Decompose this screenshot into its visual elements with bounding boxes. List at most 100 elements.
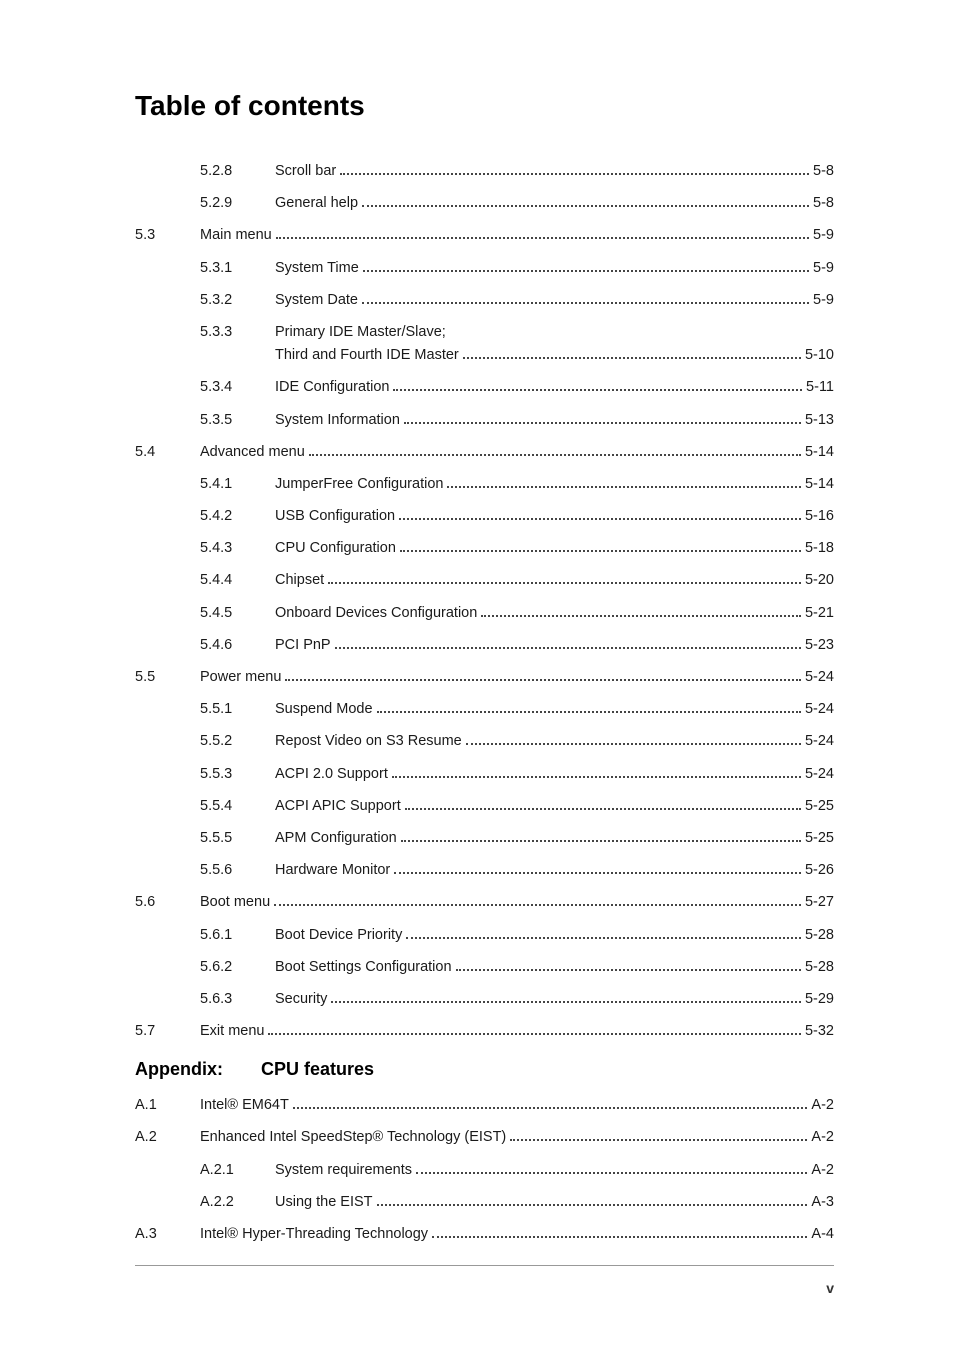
toc-entry-text: Advanced menu — [200, 441, 305, 464]
toc-leader-dots — [377, 711, 801, 713]
toc-entry: 5.5.1Suspend Mode5-24 — [135, 698, 834, 721]
toc-subsection-number: 5.2.8 — [200, 160, 275, 183]
toc-entry: 5.4.2USB Configuration5-16 — [135, 505, 834, 528]
toc-entry: 5.4.4Chipset5-20 — [135, 569, 834, 592]
toc-appendix-section: A.1Intel® EM64TA-2 A.2Enhanced Intel Spee… — [135, 1094, 834, 1246]
toc-leader-dots — [328, 582, 801, 584]
toc-leader-dots — [362, 205, 809, 207]
appendix-title-text: CPU features — [261, 1059, 374, 1079]
toc-leader-dots — [340, 173, 809, 175]
toc-entry: 5.6.2Boot Settings Configuration5-28 — [135, 956, 834, 979]
toc-subsection-number: 5.4.6 — [200, 634, 275, 657]
toc-entry: 5.5.3ACPI 2.0 Support5-24 — [135, 763, 834, 786]
toc-entry: 5.5.2Repost Video on S3 Resume5-24 — [135, 730, 834, 753]
toc-leader-dots — [463, 357, 801, 359]
toc-entry: 5.2.8Scroll bar 5-8 — [135, 160, 834, 183]
toc-page-number: 5-25 — [805, 795, 834, 818]
toc-leader-dots — [293, 1107, 808, 1109]
appendix-label: Appendix: — [135, 1059, 223, 1079]
toc-entry: 5.4.1JumperFree Configuration5-14 — [135, 473, 834, 496]
toc-page-number: 5-18 — [805, 537, 834, 560]
toc-entry-text: Scroll bar — [275, 160, 336, 183]
toc-leader-dots — [268, 1033, 800, 1035]
toc-entry: A.2.2Using the EISTA-3 — [135, 1191, 834, 1214]
toc-entry-text: Security — [275, 988, 327, 1011]
toc-page-number: 5-14 — [805, 441, 834, 464]
toc-page-number: 5-9 — [813, 289, 834, 312]
toc-entry: 5.5.6Hardware Monitor5-26 — [135, 859, 834, 882]
toc-entry-text: System Information — [275, 409, 400, 432]
toc-entry: A.1Intel® EM64TA-2 — [135, 1094, 834, 1117]
toc-section-number: 5.7 — [135, 1020, 200, 1043]
toc-entry: 5.3.5System Information5-13 — [135, 409, 834, 432]
toc-section-number: A.1 — [135, 1094, 200, 1117]
toc-page-number: 5-27 — [805, 891, 834, 914]
toc-page-number: 5-20 — [805, 569, 834, 592]
toc-section-number: 5.6 — [135, 891, 200, 914]
toc-leader-dots — [481, 615, 801, 617]
toc-entry: A.2Enhanced Intel SpeedStep® Technology … — [135, 1126, 834, 1149]
toc-leader-dots — [362, 302, 809, 304]
toc-leader-dots — [399, 518, 801, 520]
toc-page-number: 5-21 — [805, 602, 834, 625]
toc-page-number: 5-8 — [813, 160, 834, 183]
toc-subsection-number: 5.3.2 — [200, 289, 275, 312]
toc-entry: 5.5Power menu5-24 — [135, 666, 834, 689]
toc-page-number: 5-24 — [805, 666, 834, 689]
toc-leader-dots — [416, 1172, 807, 1174]
toc-entry: 5.3Main menu5-9 — [135, 224, 834, 247]
toc-entry-text: System requirements — [275, 1159, 412, 1182]
toc-entry-text: JumperFree Configuration — [275, 473, 443, 496]
toc-entry: 5.7Exit menu 5-32 — [135, 1020, 834, 1043]
toc-entry: 5.5.4ACPI APIC Support5-25 — [135, 795, 834, 818]
toc-subsection-number: 5.5.1 — [200, 698, 275, 721]
toc-entry-text: System Time — [275, 257, 359, 280]
toc-page-number: A-2 — [811, 1126, 834, 1149]
document-page: Table of contents 5.2.8Scroll bar5-85.2.… — [0, 0, 954, 1315]
toc-page-number: 5-28 — [805, 924, 834, 947]
page-title: Table of contents — [135, 90, 834, 122]
toc-entry-text: Boot menu — [200, 891, 270, 914]
toc-subsection-number: 5.3.5 — [200, 409, 275, 432]
toc-page-number: 5-24 — [805, 698, 834, 721]
toc-leader-dots — [393, 389, 802, 391]
toc-entry: 5.4.5Onboard Devices Configuration5-21 — [135, 602, 834, 625]
toc-entry-text: Exit menu — [200, 1020, 264, 1043]
toc-entry-text-line2: Third and Fourth IDE Master — [275, 344, 459, 367]
toc-entry: A.3Intel® Hyper-Threading TechnologyA-4 — [135, 1223, 834, 1246]
toc-leader-dots — [406, 937, 801, 939]
toc-entry: 5.6Boot menu 5-27 — [135, 891, 834, 914]
toc-entry: A.2.1System requirementsA-2 — [135, 1159, 834, 1182]
toc-subsection-number: 5.4.4 — [200, 569, 275, 592]
toc-page-number: 5-23 — [805, 634, 834, 657]
toc-leader-dots — [456, 969, 801, 971]
toc-entry-text: IDE Configuration — [275, 376, 389, 399]
toc-page-number: 5-9 — [813, 257, 834, 280]
toc-leader-dots — [401, 840, 801, 842]
toc-entry-text: PCI PnP — [275, 634, 331, 657]
toc-subsection-number: 5.5.5 — [200, 827, 275, 850]
toc-page-number: 5-24 — [805, 730, 834, 753]
toc-entry-text: Onboard Devices Configuration — [275, 602, 477, 625]
toc-subsection-number: 5.4.2 — [200, 505, 275, 528]
toc-page-number: 5-24 — [805, 763, 834, 786]
toc-entry: 5.3.3Primary IDE Master/Slave;Third and … — [135, 321, 834, 367]
toc-leader-dots — [335, 647, 801, 649]
toc-leader-dots — [466, 743, 801, 745]
toc-page-number: 5-28 — [805, 956, 834, 979]
toc-subsection-number: 5.3.3 — [200, 321, 275, 344]
toc-entry: 5.5.5APM Configuration5-25 — [135, 827, 834, 850]
toc-entry-text: ACPI 2.0 Support — [275, 763, 388, 786]
toc-page-number: 5-32 — [805, 1020, 834, 1043]
toc-page-number: A-2 — [811, 1159, 834, 1182]
toc-page-number: 5-11 — [806, 376, 834, 399]
toc-subsection-number: 5.4.1 — [200, 473, 275, 496]
toc-section-number: 5.3 — [135, 224, 200, 247]
toc-section-number: 5.4 — [135, 441, 200, 464]
toc-entry-text: Intel® Hyper-Threading Technology — [200, 1223, 428, 1246]
toc-section-number: A.2 — [135, 1126, 200, 1149]
toc-page-number: 5-8 — [813, 192, 834, 215]
toc-subsection-number: 5.5.6 — [200, 859, 275, 882]
toc-subsection-number: 5.5.2 — [200, 730, 275, 753]
toc-leader-dots — [274, 904, 801, 906]
